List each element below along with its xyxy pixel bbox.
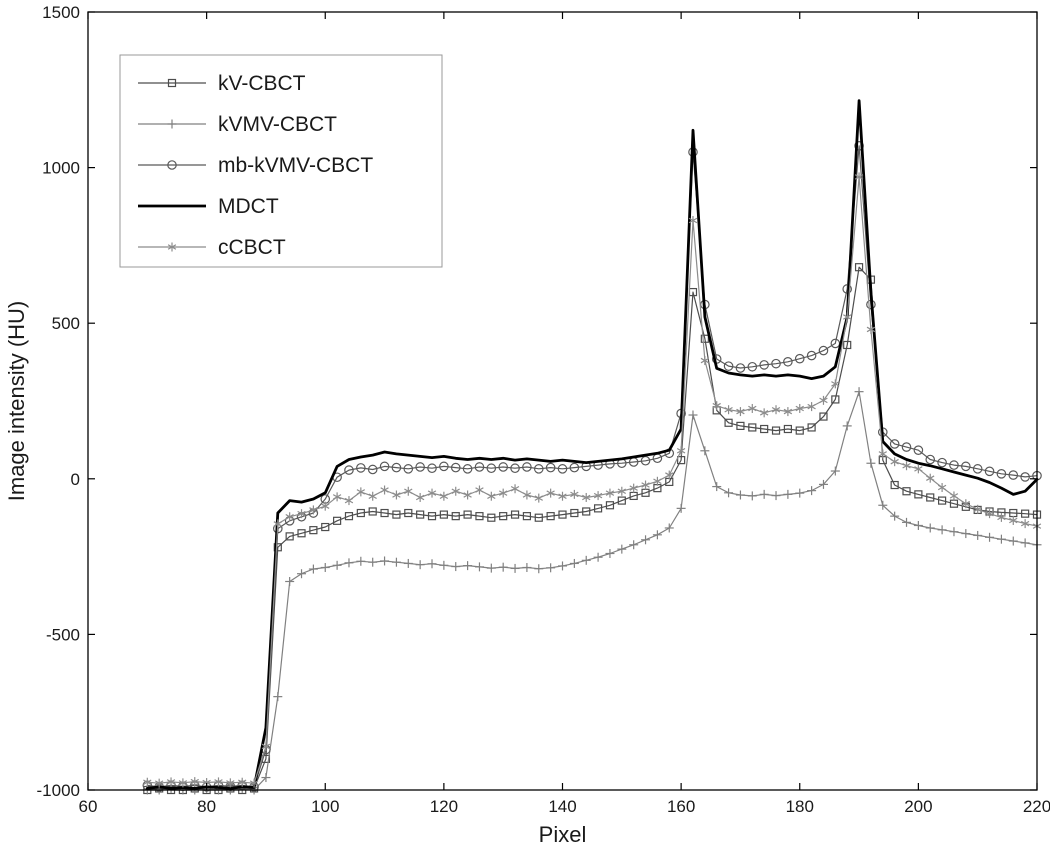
- axes: 60 80 100 120 140 160 180 200 220 -1000 -500 0 500 10…: [4, 3, 1050, 847]
- legend-item-kV-CBCT: kV-CBCT: [138, 72, 306, 95]
- x-tick-label: 180: [786, 797, 814, 816]
- series-kVMV-CBCT: [142, 387, 1042, 795]
- x-tick-label: 140: [548, 797, 576, 816]
- x-tick-label: 80: [197, 797, 216, 816]
- y-axis-label: Image intensity (HU): [4, 301, 29, 502]
- y-tick-label: -1000: [37, 781, 80, 800]
- legend-label: cCBCT: [218, 236, 286, 259]
- legend: kV-CBCT kVMV-CBCT mb-kVMV-CBCT MDCT cCBCT: [119, 54, 443, 268]
- y-tick-label: 0: [71, 470, 80, 489]
- x-tick-label: 60: [79, 797, 98, 816]
- series-MDCT: [145, 99, 1039, 790]
- x-tick-label: 220: [1023, 797, 1050, 816]
- y-tick-label: 500: [52, 314, 80, 333]
- legend-item-kVMV-CBCT: kVMV-CBCT: [138, 113, 337, 136]
- legend-label: mb-kVMV-CBCT: [218, 154, 373, 177]
- y-tick-label: 1500: [42, 3, 80, 22]
- legend-label: kV-CBCT: [218, 72, 306, 95]
- x-tick-label: 160: [667, 797, 695, 816]
- legend-item-cCBCT: cCBCT: [138, 236, 286, 259]
- legend-item-mb-kVMV-CBCT: mb-kVMV-CBCT: [138, 154, 373, 177]
- legend-label: MDCT: [218, 195, 279, 218]
- x-axis-label: Pixel: [539, 822, 587, 847]
- x-tick-label: 200: [904, 797, 932, 816]
- series-cCBCT: [143, 172, 1042, 788]
- x-tick-label: 120: [430, 797, 458, 816]
- legend-item-MDCT: MDCT: [138, 195, 279, 218]
- y-tick-label: -500: [46, 625, 80, 644]
- x-tick-label: 100: [311, 797, 339, 816]
- y-tick-label: 1000: [42, 159, 80, 178]
- legend-label: kVMV-CBCT: [218, 113, 337, 136]
